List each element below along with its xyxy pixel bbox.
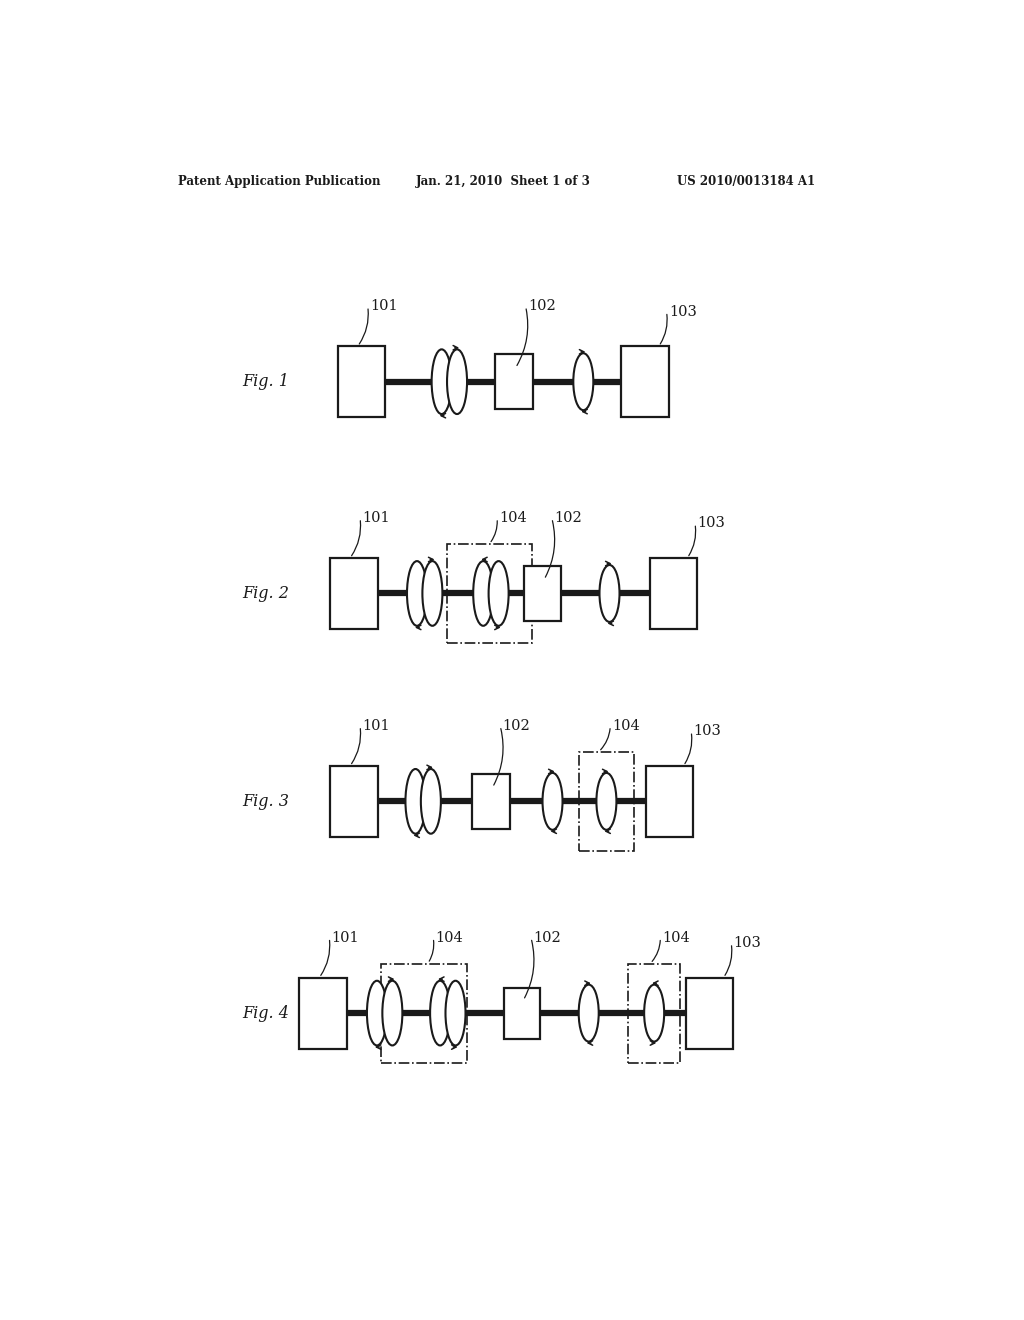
Ellipse shape (422, 561, 442, 626)
Text: 104: 104 (435, 931, 463, 945)
Text: Fig. 4: Fig. 4 (243, 1005, 289, 1022)
Ellipse shape (382, 981, 402, 1045)
Text: 104: 104 (500, 511, 527, 525)
Ellipse shape (599, 565, 620, 622)
Bar (330, 766, 378, 837)
Text: 103: 103 (693, 725, 721, 738)
Ellipse shape (543, 774, 562, 830)
Ellipse shape (445, 981, 466, 1045)
Text: Fig. 2: Fig. 2 (243, 585, 289, 602)
Text: 102: 102 (528, 300, 556, 313)
Bar (338, 346, 385, 417)
Text: 103: 103 (697, 516, 725, 531)
Text: US 2010/0013184 A1: US 2010/0013184 A1 (677, 176, 815, 189)
Text: 102: 102 (554, 511, 582, 525)
Bar (330, 558, 378, 628)
Ellipse shape (407, 561, 427, 626)
Ellipse shape (430, 981, 451, 1045)
Bar (649, 558, 697, 628)
Text: 104: 104 (612, 719, 640, 733)
Bar (579, 752, 634, 851)
Ellipse shape (644, 985, 665, 1041)
Text: 102: 102 (534, 931, 561, 945)
Ellipse shape (406, 770, 425, 834)
Text: Fig. 3: Fig. 3 (243, 793, 289, 810)
Bar (628, 964, 680, 1063)
Bar (646, 766, 693, 837)
Bar (496, 354, 532, 409)
Text: Jan. 21, 2010  Sheet 1 of 3: Jan. 21, 2010 Sheet 1 of 3 (416, 176, 590, 189)
Bar (299, 978, 347, 1048)
Ellipse shape (421, 770, 441, 834)
Text: 103: 103 (733, 936, 762, 950)
Text: 101: 101 (370, 300, 397, 313)
Ellipse shape (573, 354, 593, 411)
Text: 101: 101 (362, 719, 390, 733)
Text: 101: 101 (362, 511, 390, 525)
Ellipse shape (447, 350, 467, 414)
Text: Fig. 1: Fig. 1 (243, 374, 289, 391)
Ellipse shape (473, 561, 494, 626)
Bar (447, 544, 531, 643)
Ellipse shape (367, 981, 387, 1045)
Bar (621, 346, 669, 417)
Ellipse shape (579, 985, 599, 1041)
Ellipse shape (432, 350, 452, 414)
Bar (381, 964, 467, 1063)
Text: 104: 104 (663, 931, 690, 945)
Text: Patent Application Publication: Patent Application Publication (178, 176, 381, 189)
Text: 103: 103 (669, 305, 696, 318)
Text: 102: 102 (503, 719, 530, 733)
Bar (524, 566, 561, 622)
Text: 101: 101 (332, 931, 359, 945)
Bar (472, 774, 510, 829)
Bar (504, 987, 540, 1039)
Ellipse shape (488, 561, 509, 626)
Ellipse shape (596, 774, 616, 830)
Bar (686, 978, 733, 1048)
